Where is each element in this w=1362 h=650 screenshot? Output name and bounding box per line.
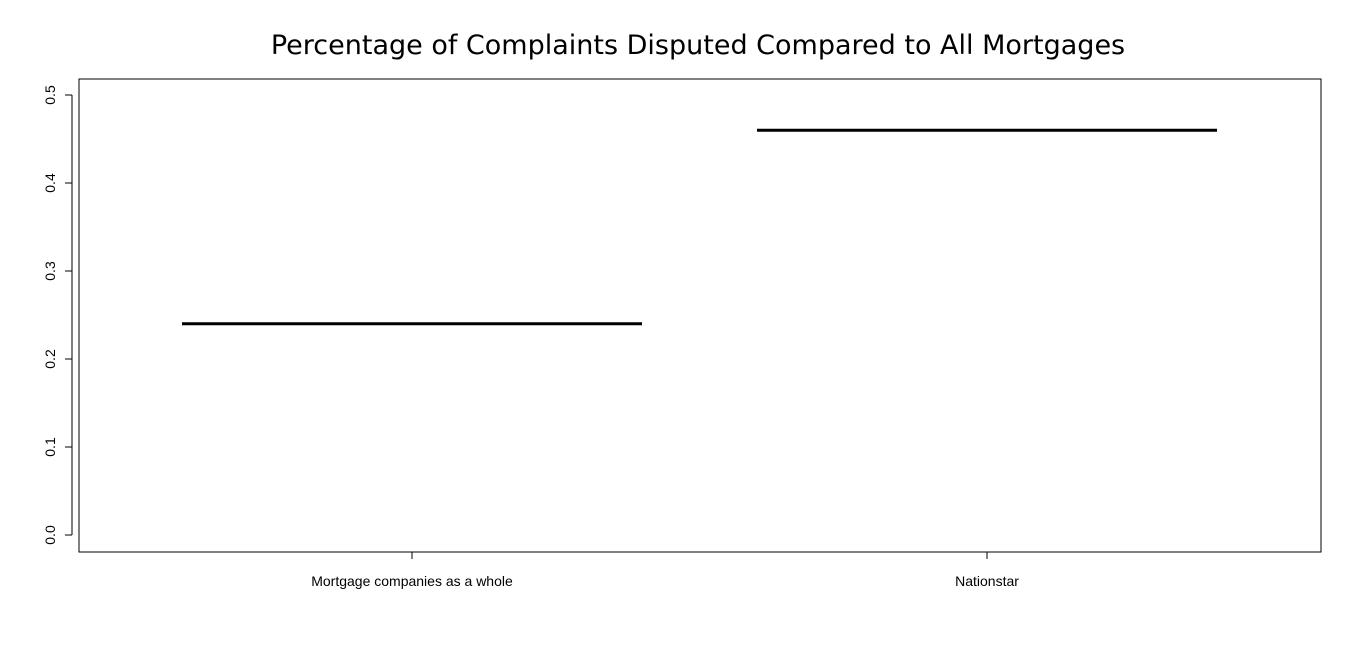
y-tick-label: 0.4 bbox=[42, 173, 58, 193]
x-tick-label: Mortgage companies as a whole bbox=[311, 573, 513, 589]
chart-title: Percentage of Complaints Disputed Compar… bbox=[271, 30, 1125, 61]
x-tick-label: Nationstar bbox=[955, 573, 1019, 589]
y-tick-label: 0.1 bbox=[42, 437, 58, 457]
y-tick-label: 0.0 bbox=[42, 525, 58, 545]
y-tick-label: 0.3 bbox=[42, 261, 58, 281]
y-tick-label: 0.2 bbox=[42, 349, 58, 369]
chart-marks bbox=[182, 128, 1217, 326]
plot-area bbox=[78, 78, 1322, 553]
y-axis: 0.0 0.1 0.2 0.3 0.4 0.5 bbox=[42, 85, 73, 545]
y-tick-label: 0.5 bbox=[42, 85, 58, 105]
x-axis: Mortgage companies as a whole Nationstar bbox=[311, 552, 1019, 589]
